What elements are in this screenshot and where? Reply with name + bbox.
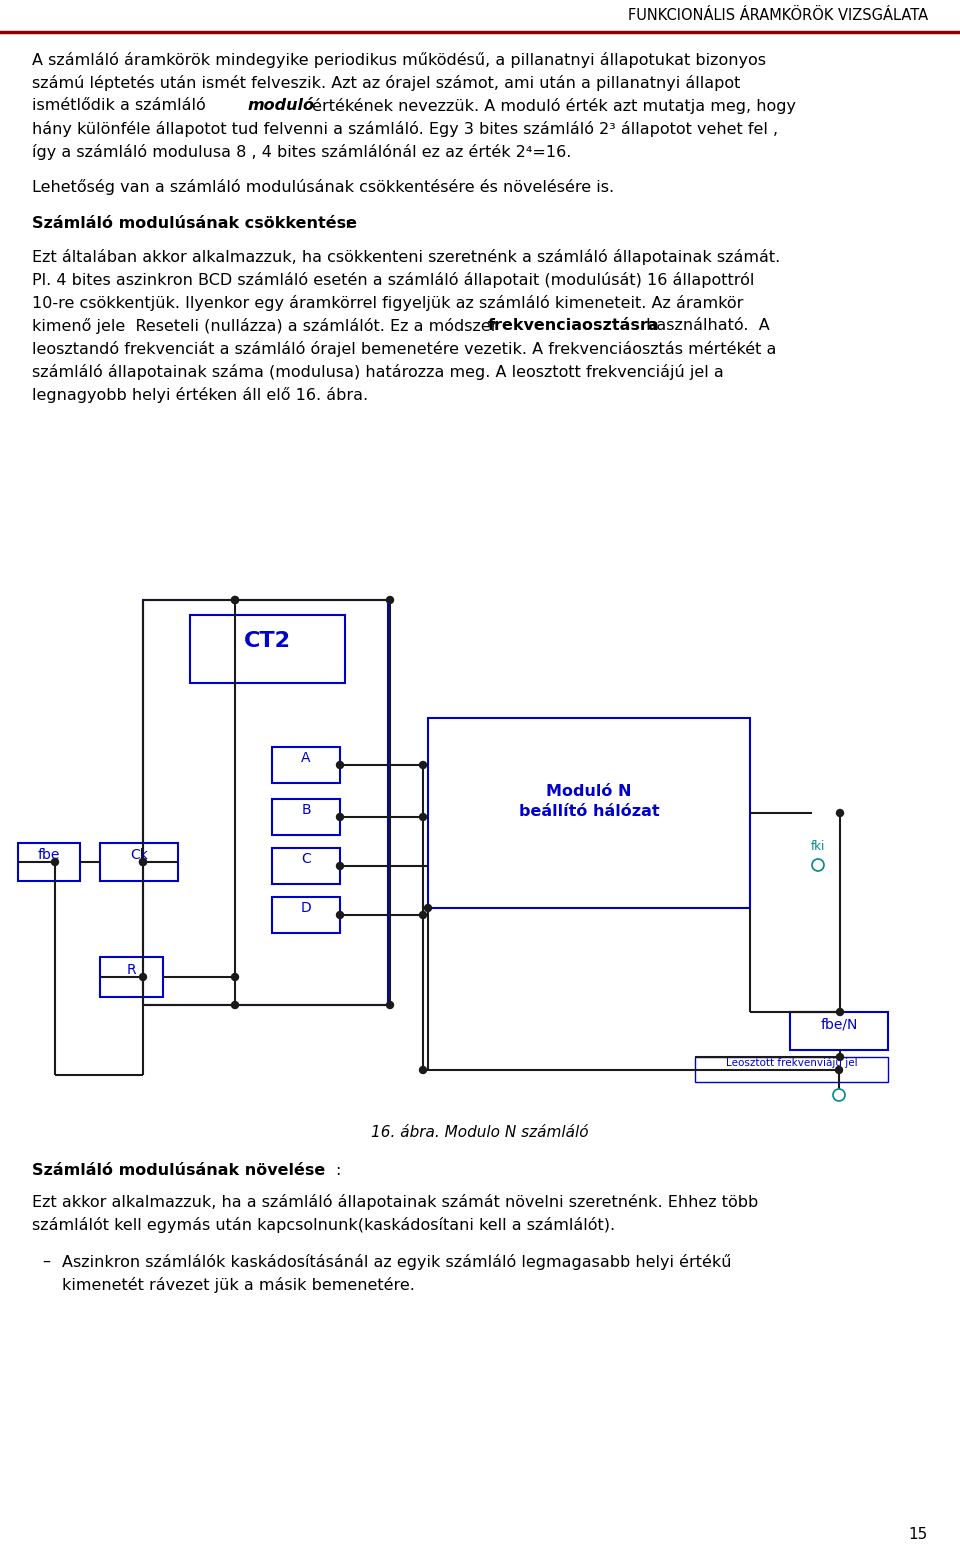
Bar xyxy=(695,1057,888,1082)
Bar xyxy=(272,800,340,836)
Text: legnagyobb helyi értéken áll elő 16. ábra.: legnagyobb helyi értéken áll elő 16. ábr… xyxy=(32,387,368,403)
Bar xyxy=(272,848,340,884)
Bar xyxy=(143,600,388,1004)
Text: fbe: fbe xyxy=(37,848,60,862)
Text: Számláló modulúsának növelése: Számláló modulúsának növelése xyxy=(32,1164,325,1178)
Circle shape xyxy=(420,1067,426,1073)
Circle shape xyxy=(139,973,147,981)
Bar xyxy=(18,843,80,881)
Text: kimenetét rávezet jük a másik bemenetére.: kimenetét rávezet jük a másik bemenetére… xyxy=(62,1278,415,1293)
Bar xyxy=(190,615,345,683)
Circle shape xyxy=(836,809,844,817)
Text: A: A xyxy=(301,751,311,765)
Circle shape xyxy=(337,912,344,918)
Circle shape xyxy=(420,762,426,769)
Text: :: : xyxy=(344,216,349,231)
Text: fbe/N: fbe/N xyxy=(820,1017,857,1031)
Text: :: : xyxy=(335,1164,341,1178)
Text: kimenő jele  Reseteli (nullázza) a számlálót. Ez a módszer: kimenő jele Reseteli (nullázza) a számlá… xyxy=(32,319,503,334)
Circle shape xyxy=(231,597,238,603)
Circle shape xyxy=(836,1053,844,1061)
Text: Ezt általában akkor alkalmazzuk, ha csökkenteni szeretnénk a számláló állapotain: Ezt általában akkor alkalmazzuk, ha csök… xyxy=(32,248,780,266)
Text: számláló állapotainak száma (modulusa) határozza meg. A leosztott frekvenciájú j: számláló állapotainak száma (modulusa) h… xyxy=(32,364,724,380)
Text: ismétlődik a számláló: ismétlődik a számláló xyxy=(32,98,211,112)
Bar xyxy=(100,843,178,881)
Text: használható.  A: használható. A xyxy=(641,319,770,333)
Text: D: D xyxy=(300,901,311,915)
Text: 16. ábra. Modulo N számláló: 16. ábra. Modulo N számláló xyxy=(372,1125,588,1140)
Circle shape xyxy=(420,912,426,918)
Text: FUNKCIONÁLIS ÁRAMKÖRÖK VIZSGÁLATA: FUNKCIONÁLIS ÁRAMKÖRÖK VIZSGÁLATA xyxy=(628,8,928,23)
Text: fki: fki xyxy=(811,840,826,853)
Circle shape xyxy=(231,597,238,603)
Circle shape xyxy=(836,1009,844,1015)
Circle shape xyxy=(139,859,147,865)
Text: Moduló N: Moduló N xyxy=(546,784,632,798)
Circle shape xyxy=(231,973,238,981)
Bar xyxy=(100,958,163,997)
Circle shape xyxy=(387,1001,394,1009)
Text: hány különféle állapotot tud felvenni a számláló. Egy 3 bites számláló 2³ állapo: hány különféle állapotot tud felvenni a … xyxy=(32,120,779,137)
Text: Lehetőség van a számláló modulúsának csökkentésére és növelésére is.: Lehetőség van a számláló modulúsának csö… xyxy=(32,180,614,195)
Text: moduló: moduló xyxy=(247,98,314,112)
Circle shape xyxy=(420,814,426,820)
Text: A számláló áramkörök mindegyike periodikus működésű, a pillanatnyi állapotukat b: A számláló áramkörök mindegyike periodik… xyxy=(32,52,766,69)
Text: C: C xyxy=(301,851,311,865)
Text: Pl. 4 bites aszinkron BCD számláló esetén a számláló állapotait (modulúsát) 16 á: Pl. 4 bites aszinkron BCD számláló eseté… xyxy=(32,272,755,287)
Text: –: – xyxy=(42,1254,50,1268)
Text: R: R xyxy=(127,964,136,976)
Bar xyxy=(790,1012,888,1050)
Text: Számláló modulúsának csökkentése: Számláló modulúsának csökkentése xyxy=(32,216,357,231)
Circle shape xyxy=(387,597,394,603)
Circle shape xyxy=(424,904,431,912)
Circle shape xyxy=(835,1067,843,1073)
Text: számú léptetés után ismét felveszik. Azt az órajel számot, ami után a pillanatny: számú léptetés után ismét felveszik. Azt… xyxy=(32,75,740,91)
Circle shape xyxy=(231,1001,238,1009)
Bar xyxy=(272,747,340,783)
Bar xyxy=(428,719,750,908)
Bar xyxy=(272,897,340,933)
Text: B: B xyxy=(301,803,311,817)
Text: értékének nevezzük. A moduló érték azt mutatja meg, hogy: értékének nevezzük. A moduló érték azt m… xyxy=(307,98,796,114)
Text: Ck: Ck xyxy=(130,848,148,862)
Text: 10-re csökkentjük. Ilyenkor egy áramkörrel figyeljük az számláló kimeneteit. Az : 10-re csökkentjük. Ilyenkor egy áramkörr… xyxy=(32,295,743,311)
Text: Leosztott frekvenviájú jel: Leosztott frekvenviájú jel xyxy=(726,1057,857,1068)
Text: leosztandó frekvenciát a számláló órajel bemenetére vezetik. A frekvenciáosztás : leosztandó frekvenciát a számláló órajel… xyxy=(32,341,777,358)
Circle shape xyxy=(337,862,344,870)
Text: Ezt akkor alkalmazzuk, ha a számláló állapotainak számát növelni szeretnénk. Ehh: Ezt akkor alkalmazzuk, ha a számláló áll… xyxy=(32,1193,758,1211)
Circle shape xyxy=(337,762,344,769)
Circle shape xyxy=(337,814,344,820)
Text: beállító hálózat: beállító hálózat xyxy=(518,803,660,818)
Text: Aszinkron számlálók kaskádosításánál az egyik számláló legmagasabb helyi értékű: Aszinkron számlálók kaskádosításánál az … xyxy=(62,1254,732,1270)
Text: így a számláló modulusa 8 , 4 bites számlálónál ez az érték 2⁴=16.: így a számláló modulusa 8 , 4 bites szám… xyxy=(32,144,571,159)
Circle shape xyxy=(139,859,147,865)
Text: frekvenciaosztásra: frekvenciaosztásra xyxy=(488,319,660,333)
Text: számlálót kell egymás után kapcsolnunk(kaskádosítani kell a számlálót).: számlálót kell egymás után kapcsolnunk(k… xyxy=(32,1217,615,1232)
Text: CT2: CT2 xyxy=(244,631,291,651)
Text: 15: 15 xyxy=(909,1528,928,1542)
Circle shape xyxy=(52,859,59,865)
